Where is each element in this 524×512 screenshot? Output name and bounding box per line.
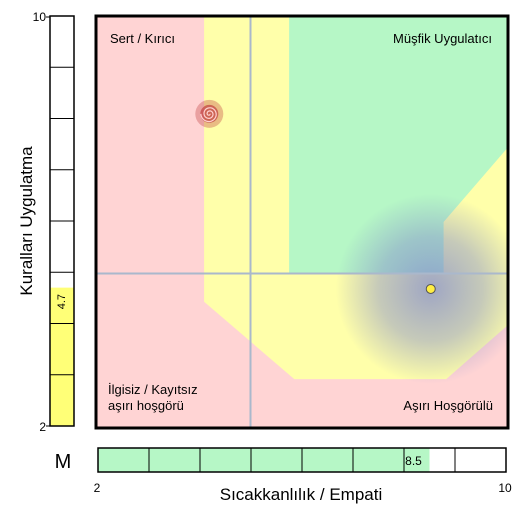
x-gauge-value-label: 8.5	[405, 454, 422, 468]
quadrant-label-top-right: Müşfik Uygulatıcı	[393, 31, 492, 46]
plot-border	[94, 14, 510, 430]
data-point	[425, 283, 436, 294]
x-gauge-frame	[97, 447, 507, 473]
y-gauge: 4.7	[49, 15, 75, 427]
y-gauge-fill	[50, 287, 74, 426]
y-tick-label-top: 10	[33, 10, 47, 24]
x-tick-label-left: 2	[94, 481, 101, 495]
variance-cloud	[335, 193, 508, 384]
corner-label: M	[55, 451, 72, 473]
y-gauge-value-label: 4.7	[56, 294, 68, 309]
y-gauge-frame	[49, 15, 75, 427]
spiral-marker	[195, 99, 224, 128]
y-tick-label-bottom: 2	[39, 420, 46, 434]
x-gauge-fill	[98, 448, 430, 472]
y-axis-label: Kuralları Uygulatma	[17, 146, 36, 296]
x-gauge: 8.5	[97, 447, 507, 473]
quadrant-label-bottom-right: Aşırı Hoşgörülü	[403, 398, 493, 413]
quadrant-label-bottom-left-2: aşırı hoşgörü	[108, 398, 184, 413]
x-tick-label-right: 10	[498, 481, 512, 495]
x-axis-label: Sıcakkanlılık / Empati	[220, 485, 383, 504]
quadrant-label-bottom-left-1: İlgisiz / Kayıtsız	[108, 382, 198, 397]
quadrant-label-top-left: Sert / Kırıcı	[110, 31, 175, 46]
